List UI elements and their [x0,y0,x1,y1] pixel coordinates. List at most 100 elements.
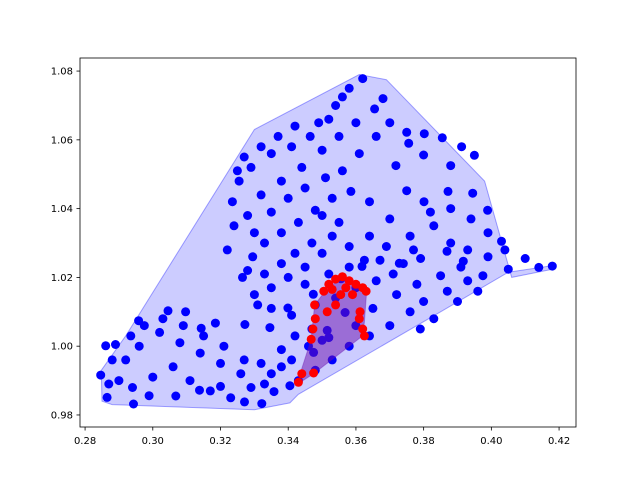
series-1-point-166 [104,379,114,389]
series-1-point-15 [96,370,106,380]
series-1-point-11 [171,391,181,401]
series-1-point-50 [469,150,479,160]
series-1-point-74 [392,290,402,300]
series-1-point-118 [287,355,297,365]
series-1-point-95 [359,255,369,265]
series-1-point-159 [219,341,229,351]
series-1-point-94 [344,242,354,251]
series-1-point-99 [290,331,300,341]
series-1-point-133 [266,207,276,217]
series-1-point-123 [385,118,395,128]
series-2-point-10 [331,274,341,284]
series-2-point-2 [297,369,307,379]
series-1-point-20 [181,307,191,317]
series-1-point-90 [276,259,286,269]
series-1-point-184 [344,262,354,272]
series-1-point-145 [425,207,435,217]
series-2-point-21 [358,324,368,334]
series-1-point-136 [321,173,330,183]
y-tick-label: 1.08 [51,67,73,78]
series-1-point-54 [378,94,388,104]
series-1-point-165 [107,355,117,365]
series-1-point-186 [381,242,391,251]
series-1-point-10 [195,385,204,395]
series-1-point-156 [276,362,286,372]
series-1-point-8 [240,397,249,407]
series-2-point-24 [322,307,332,317]
series-1-point-55 [358,74,368,84]
series-1-point-113 [185,376,195,386]
series-1-point-61 [246,162,256,172]
series-1-point-57 [324,114,334,124]
series-1-point-56 [337,92,347,102]
series-1-point-88 [243,266,253,275]
series-2 [293,272,371,387]
series-1-point-66 [238,272,247,282]
series-1-point-60 [266,149,276,159]
series-1-point-64 [229,221,239,231]
series-1-point-116 [246,383,256,392]
series-2-point-15 [361,286,371,296]
series-1-point-26 [308,289,318,299]
series-2-point-20 [354,314,364,324]
x-tick-label: 0.38 [413,436,435,447]
series-1-point-23 [240,320,250,329]
series-1-point-32 [442,246,452,256]
series-1-point-138 [446,238,456,248]
series-1-point-13 [129,399,138,409]
series-1-point-43 [419,197,429,207]
series-1-point-12 [144,391,154,401]
series-1-point-24 [265,323,275,333]
series-1-point-174 [314,118,324,128]
series-2-point-25 [331,300,341,310]
series-2-point-4 [306,334,316,344]
series-2-point-8 [319,286,329,296]
series-1-point-112 [168,362,178,372]
series-1-point-179 [283,272,293,282]
series-1-point-84 [293,217,303,227]
series-1-point-107 [134,341,144,351]
x-tick-label: 0.36 [345,436,367,447]
series-1-point-59 [287,142,297,152]
series-1-point-140 [483,252,493,262]
series-1-point-48 [437,133,447,143]
series-1-point-191 [473,286,483,296]
series-1-point-114 [205,386,215,396]
x-tick-label: 0.34 [277,436,299,447]
series-1-point-40 [483,205,493,215]
series-1-point-163 [139,321,149,331]
series-1-point-35 [503,264,513,274]
series-1-point-135 [300,183,310,193]
series-1-point-108 [121,355,131,365]
series-1-point-167 [290,121,300,131]
y-axis: 0.98 1.00 1.02 1.04 1.06 1.08 [51,67,80,421]
series-1-point-87 [248,252,258,262]
series-1-point-188 [419,297,429,306]
series-1-point-85 [276,228,286,238]
series-1-point-53 [402,127,412,137]
series-1-point-193 [429,314,439,324]
series-2-point-12 [344,276,354,286]
series-1-point-77 [456,262,466,272]
series-1-point-161 [178,321,188,331]
series-1-point-73 [368,303,378,313]
series-1-point-139 [463,245,473,255]
series-1-point-102 [236,369,246,379]
series-1-point-142 [483,228,493,238]
y-tick-label: 0.98 [51,410,73,421]
series-1-point-17 [111,340,120,349]
series-1-point-128 [297,162,307,172]
series-1-point-125 [351,118,361,128]
series-1-point-175 [317,211,327,220]
series-2-point-3 [309,368,319,378]
series-1-point-178 [300,262,310,272]
series-1-point-148 [371,276,381,286]
series-1-point-117 [266,369,276,379]
series-2-point-1 [293,377,303,387]
x-tick-label: 0.32 [209,436,231,447]
series-1-point-171 [232,166,242,176]
series-1-point-106 [155,327,165,337]
series-1-point-37 [547,261,557,271]
series-1-point-162 [158,314,168,324]
series-1-point-38 [520,254,530,263]
